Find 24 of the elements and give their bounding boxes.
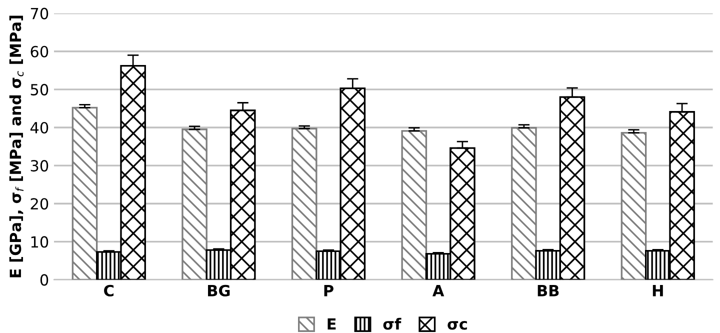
x-tick-label: BB bbox=[538, 285, 559, 296]
bar bbox=[291, 128, 318, 280]
x-tick-label: A bbox=[432, 285, 444, 296]
bar bbox=[401, 130, 428, 280]
x-tick-label: C bbox=[104, 284, 114, 296]
x-tick-label: BG bbox=[208, 284, 230, 296]
y-tick-label: 20 bbox=[30, 198, 48, 210]
x-tick-label: H bbox=[652, 285, 663, 296]
y-tick-label: 10 bbox=[31, 236, 48, 248]
y-tick-label: 70 bbox=[30, 8, 48, 20]
legend-label: σf bbox=[383, 318, 402, 330]
bar bbox=[72, 106, 98, 280]
y-axis-title: E [GPa], σ$_{f}$ [MPa] and σ$_{c}$ [MPa] bbox=[9, 16, 24, 278]
bar bbox=[620, 132, 647, 280]
bar bbox=[182, 128, 208, 280]
x-tick-label: P bbox=[324, 285, 334, 296]
y-tick-label: 40 bbox=[30, 122, 48, 134]
y-tick-label: 0 bbox=[40, 274, 48, 286]
y-tick-label: 50 bbox=[30, 84, 48, 96]
bar bbox=[511, 127, 537, 280]
legend-label: E bbox=[328, 318, 336, 330]
y-tick-label: 30 bbox=[30, 160, 48, 172]
y-tick-label: 60 bbox=[30, 46, 48, 58]
legend-label: σc bbox=[448, 320, 467, 330]
